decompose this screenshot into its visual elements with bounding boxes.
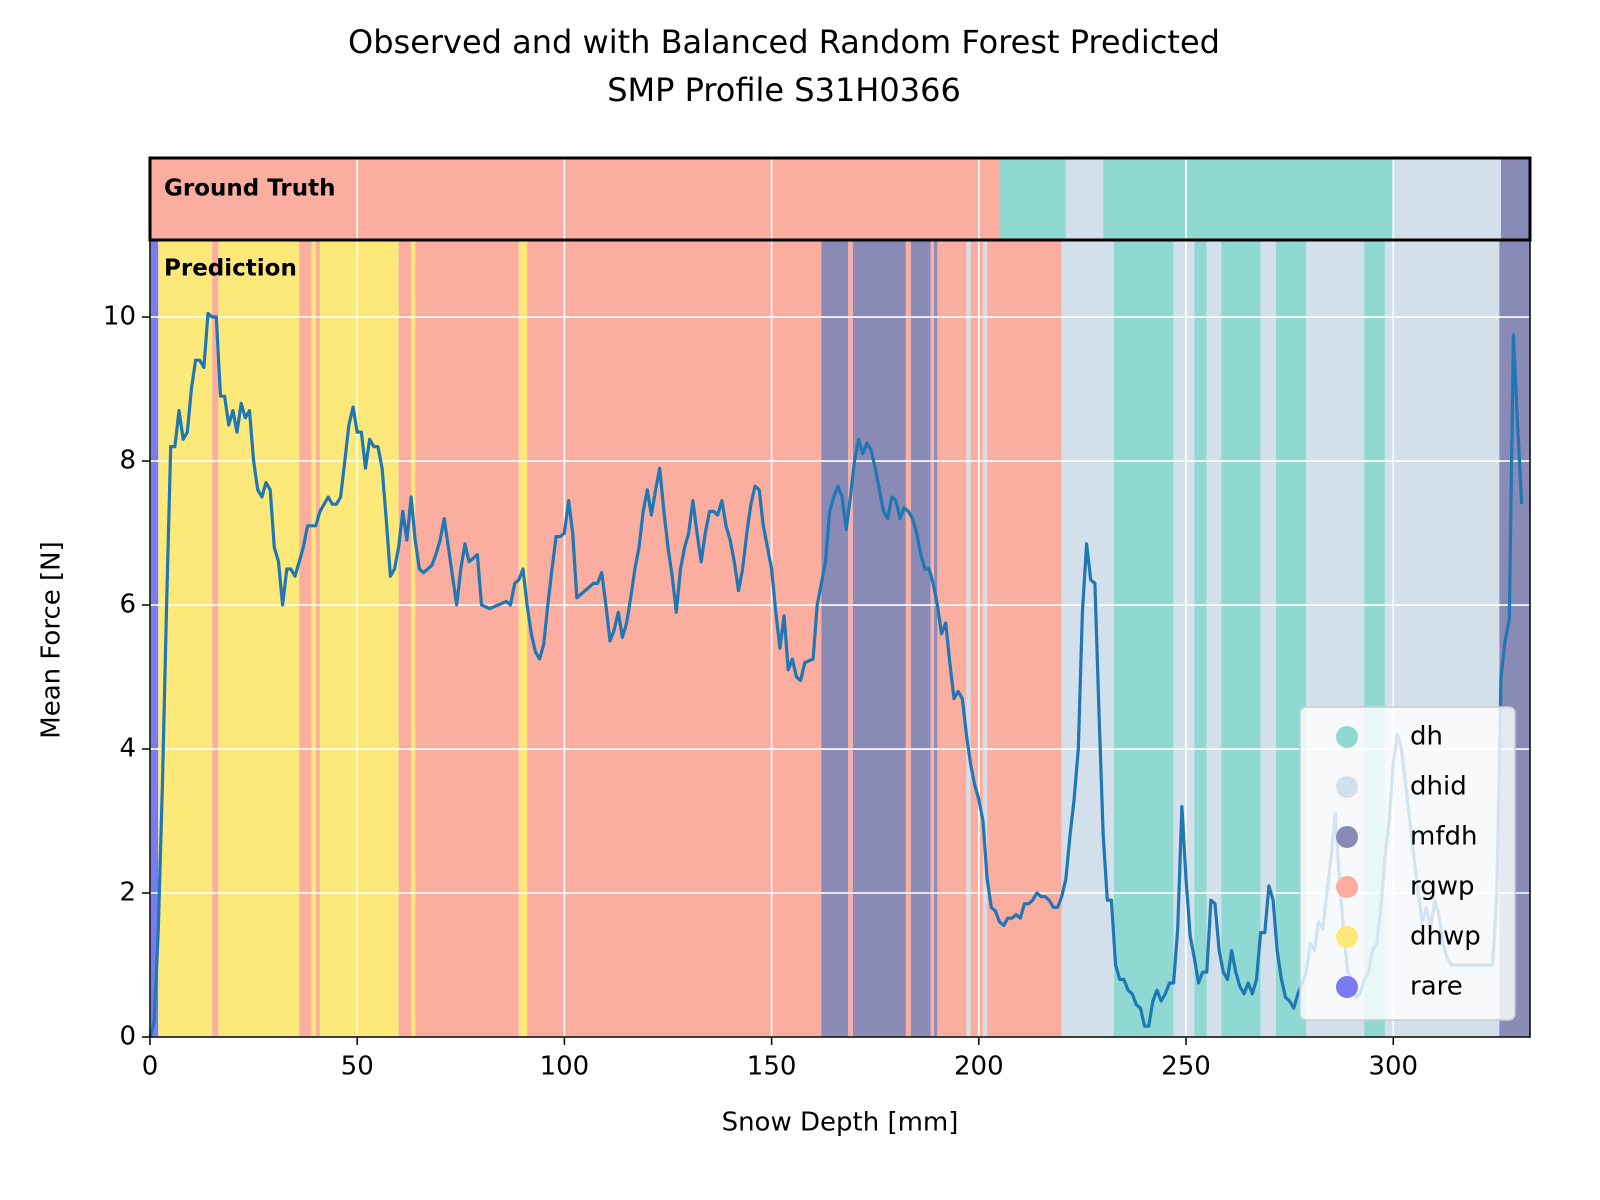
class-band [1065, 158, 1104, 240]
class-band [299, 240, 312, 1037]
x-tick-label: 50 [341, 1052, 374, 1082]
class-band [1393, 158, 1501, 240]
legend-marker [1336, 976, 1358, 998]
legend-marker [1336, 726, 1358, 748]
legend-label: dh [1410, 722, 1443, 752]
class-band [1260, 240, 1276, 1037]
class-band [852, 240, 906, 1037]
legend-marker [1336, 876, 1358, 898]
class-band [937, 240, 967, 1037]
class-band [319, 240, 399, 1037]
legend-label: mfdh [1410, 822, 1477, 852]
x-tick-label: 0 [142, 1052, 159, 1082]
chart-title: Observed and with Balanced Random Forest… [348, 23, 1220, 61]
class-band [999, 158, 1066, 240]
class-band [218, 240, 300, 1037]
class-band [1194, 240, 1207, 1037]
legend-label: dhid [1410, 772, 1467, 802]
class-band [1173, 240, 1195, 1037]
ground-truth-frame [148, 156, 1532, 242]
legend-marker [1336, 826, 1358, 848]
class-band [1206, 240, 1222, 1037]
class-band [966, 240, 971, 1037]
class-band [982, 240, 988, 1037]
legend-label: dhwp [1410, 922, 1481, 952]
class-band [1500, 158, 1530, 240]
class-band [848, 240, 853, 1037]
x-tick-label: 150 [747, 1052, 797, 1082]
chart-title: SMP Profile S31H0366 [607, 71, 961, 109]
class-band [415, 240, 519, 1037]
legend-marker [1336, 926, 1358, 948]
x-tick-label: 100 [540, 1052, 590, 1082]
class-band [1103, 158, 1394, 240]
y-axis-label: Mean Force [N] [37, 541, 67, 738]
class-band [311, 240, 316, 1037]
x-tick-label: 250 [1161, 1052, 1211, 1082]
class-band [315, 240, 320, 1037]
class-band [1061, 240, 1114, 1037]
y-tick-label: 6 [119, 590, 136, 620]
y-tick-label: 10 [103, 302, 136, 332]
class-band [398, 240, 412, 1037]
class-band [905, 240, 911, 1037]
y-tick-label: 2 [119, 878, 136, 908]
legend-marker [1336, 776, 1358, 798]
x-axis-label: Snow Depth [mm] [722, 1108, 959, 1138]
legend-label: rare [1410, 972, 1463, 1002]
class-band [934, 240, 938, 1037]
band-label: Ground Truth [164, 176, 336, 202]
legend-label: rgwp [1410, 872, 1475, 902]
class-band [930, 240, 935, 1037]
class-band [150, 158, 1000, 240]
class-band [821, 240, 849, 1037]
band-label: Prediction [164, 256, 297, 282]
x-tick-label: 300 [1368, 1052, 1418, 1082]
class-band [910, 240, 931, 1037]
class-band [1113, 240, 1174, 1037]
class-band [1221, 240, 1261, 1037]
y-tick-label: 4 [119, 734, 136, 764]
class-band [970, 240, 983, 1037]
force-line [148, 311, 1524, 1038]
class-band [212, 240, 219, 1037]
x-tick-label: 200 [954, 1052, 1004, 1082]
class-band [150, 240, 159, 1037]
class-band [518, 240, 528, 1037]
y-tick-label: 0 [119, 1022, 136, 1052]
y-tick-label: 8 [119, 446, 136, 476]
class-band [411, 240, 416, 1037]
legend-box [1299, 706, 1516, 1021]
